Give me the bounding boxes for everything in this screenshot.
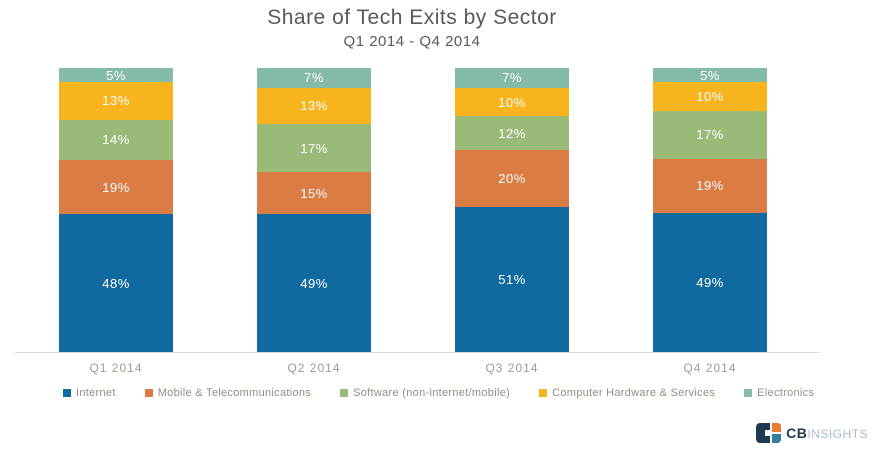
segment-software: 14% [59, 119, 173, 160]
legend-label: Computer Hardware & Services [552, 387, 716, 399]
segment-value-label: 49% [696, 274, 724, 290]
segment-mobile: 19% [653, 158, 767, 213]
segment-computer: 10% [653, 82, 767, 111]
legend-swatch-icon [744, 389, 753, 397]
segment-value-label: 5% [106, 68, 126, 83]
segment-internet: 51% [455, 207, 569, 352]
segment-value-label: 10% [498, 94, 526, 110]
segment-value-label: 49% [300, 275, 328, 291]
legend-label: Internet [76, 387, 116, 399]
chart-header: Share of Tech Exits by Sector Q1 2014 - … [0, 6, 824, 50]
legend-item-mobile: Mobile & Telecommunications [144, 387, 312, 399]
chart-title: Share of Tech Exits by Sector [267, 6, 557, 29]
segment-value-label: 13% [300, 98, 328, 114]
segment-value-label: 51% [498, 272, 526, 288]
segment-value-label: 48% [102, 275, 130, 291]
segment-internet: 49% [653, 212, 767, 352]
segment-value-label: 19% [102, 179, 130, 195]
cbinsights-logo: CB INSIGHTS [756, 423, 868, 443]
segment-electronics: 7% [455, 68, 569, 88]
bar-q4-2014: 5% 10% 17% 19% 49% [653, 68, 767, 352]
legend-swatch-icon [63, 389, 71, 397]
segment-value-label: 13% [102, 93, 130, 109]
x-axis-line [15, 352, 820, 353]
segment-value-label: 17% [696, 127, 724, 143]
legend-swatch-icon [144, 389, 153, 397]
segment-value-label: 19% [696, 178, 724, 194]
segment-internet: 49% [257, 214, 371, 352]
segment-mobile: 19% [59, 159, 173, 215]
segment-computer: 13% [59, 82, 173, 120]
cbinsights-logo-icon [756, 423, 782, 443]
bar-q3-2014: 7% 10% 12% 20% 51% [455, 68, 569, 352]
x-axis-label: Q1 2014 [89, 361, 143, 375]
logo-brand-light: INSIGHTS [807, 427, 868, 441]
segment-value-label: 7% [304, 70, 324, 86]
segment-value-label: 5% [700, 68, 720, 83]
segment-electronics: 5% [59, 68, 173, 83]
x-axis-label: Q4 2014 [683, 361, 737, 375]
segment-mobile: 20% [455, 150, 569, 208]
segment-value-label: 14% [102, 132, 130, 148]
segment-software: 17% [653, 110, 767, 159]
legend-item-electronics: Electronics [744, 387, 814, 399]
chart-subtitle: Q1 2014 - Q4 2014 [343, 33, 481, 50]
segment-value-label: 7% [502, 70, 522, 86]
segment-value-label: 15% [300, 185, 328, 201]
segment-software: 12% [455, 116, 569, 151]
legend-label: Software (non-internet/mobile) [353, 387, 511, 399]
segment-electronics: 7% [257, 68, 371, 88]
segment-value-label: 20% [498, 171, 526, 187]
bar-q2-2014: 7% 13% 17% 15% 49% [257, 68, 371, 352]
legend-swatch-icon [340, 389, 349, 397]
legend-item-internet: Internet [63, 387, 116, 399]
segment-value-label: 10% [696, 88, 724, 104]
segment-internet: 48% [59, 214, 173, 352]
legend-label: Mobile & Telecommunications [157, 387, 312, 399]
segment-value-label: 12% [498, 125, 526, 141]
segment-computer: 10% [455, 87, 569, 117]
segment-computer: 13% [257, 87, 371, 125]
x-axis-label: Q3 2014 [485, 361, 539, 375]
x-axis-label: Q2 2014 [287, 361, 341, 375]
segment-mobile: 15% [257, 172, 371, 215]
bar-q1-2014: 5% 13% 14% 19% 48% [59, 68, 173, 352]
logo-brand-bold: CB [786, 425, 808, 441]
legend-item-software: Software (non-internet/mobile) [340, 387, 510, 399]
segment-software: 17% [257, 124, 371, 173]
legend-label: Electronics [757, 387, 815, 399]
legend: Internet Mobile & Telecommunications Softw… [63, 387, 814, 399]
segment-value-label: 17% [300, 140, 328, 156]
legend-swatch-icon [539, 389, 548, 397]
cbinsights-logo-text: CB INSIGHTS [786, 425, 868, 441]
segment-electronics: 5% [653, 68, 767, 83]
legend-item-computer: Computer Hardware & Services [539, 387, 715, 399]
